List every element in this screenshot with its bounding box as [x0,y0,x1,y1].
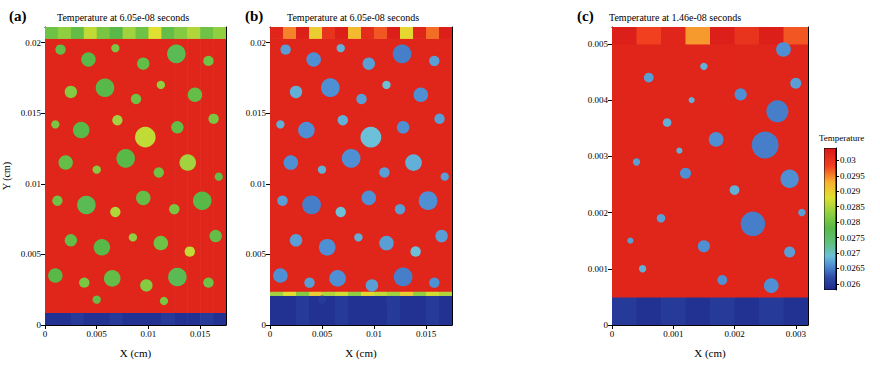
svg-text:0.015: 0.015 [246,108,267,118]
svg-text:Temperature at 6.05e-08 second: Temperature at 6.05e-08 seconds [57,12,189,23]
svg-text:X (cm): X (cm) [694,347,726,360]
svg-text:0: 0 [262,320,267,330]
svg-text:0: 0 [37,320,42,330]
svg-text:0.0265: 0.0265 [840,263,865,273]
svg-text:0.015: 0.015 [416,329,437,339]
svg-text:0.005: 0.005 [588,39,609,49]
svg-text:Temperature at 1.46e-08 second: Temperature at 1.46e-08 seconds [609,12,741,23]
svg-text:0.0295: 0.0295 [840,171,865,181]
svg-text:0.001: 0.001 [588,264,608,274]
svg-text:0.002: 0.002 [588,208,608,218]
svg-text:0.005: 0.005 [246,249,267,259]
svg-text:0.003: 0.003 [786,329,807,339]
svg-text:Temperature: Temperature [819,133,864,143]
svg-text:0.01: 0.01 [141,329,157,339]
svg-text:0.0285: 0.0285 [840,202,865,212]
svg-text:0: 0 [604,320,609,330]
svg-text:0.026: 0.026 [840,279,861,289]
svg-text:0.028: 0.028 [840,217,861,227]
svg-text:0.005: 0.005 [312,329,333,339]
svg-text:0.003: 0.003 [588,151,609,161]
svg-text:(a): (a) [9,8,27,25]
svg-text:(c): (c) [577,8,594,25]
svg-text:0.01: 0.01 [366,329,382,339]
svg-text:Y (cm): Y (cm) [1,162,13,190]
svg-text:0.005: 0.005 [21,249,42,259]
svg-text:0.0275: 0.0275 [840,233,865,243]
svg-text:0.002: 0.002 [724,329,744,339]
svg-text:0.004: 0.004 [588,95,609,105]
svg-text:0: 0 [43,329,48,339]
svg-text:0.001: 0.001 [663,329,683,339]
svg-text:X (cm): X (cm) [345,347,377,360]
svg-text:0: 0 [610,329,615,339]
svg-text:0.02: 0.02 [25,38,41,48]
svg-text:0.005: 0.005 [87,329,108,339]
svg-text:Temperature at 6.05e-08 second: Temperature at 6.05e-08 seconds [287,12,419,23]
svg-text:0.029: 0.029 [840,186,861,196]
svg-text:0.015: 0.015 [190,329,211,339]
svg-text:0.02: 0.02 [250,38,266,48]
svg-text:0.03: 0.03 [840,155,856,165]
svg-text:0: 0 [268,329,273,339]
svg-text:0.01: 0.01 [250,179,266,189]
svg-text:0.015: 0.015 [21,108,42,118]
svg-text:0.01: 0.01 [25,179,41,189]
svg-text:(b): (b) [245,8,263,25]
svg-text:X (cm): X (cm) [120,347,152,360]
svg-text:0.027: 0.027 [840,248,861,258]
